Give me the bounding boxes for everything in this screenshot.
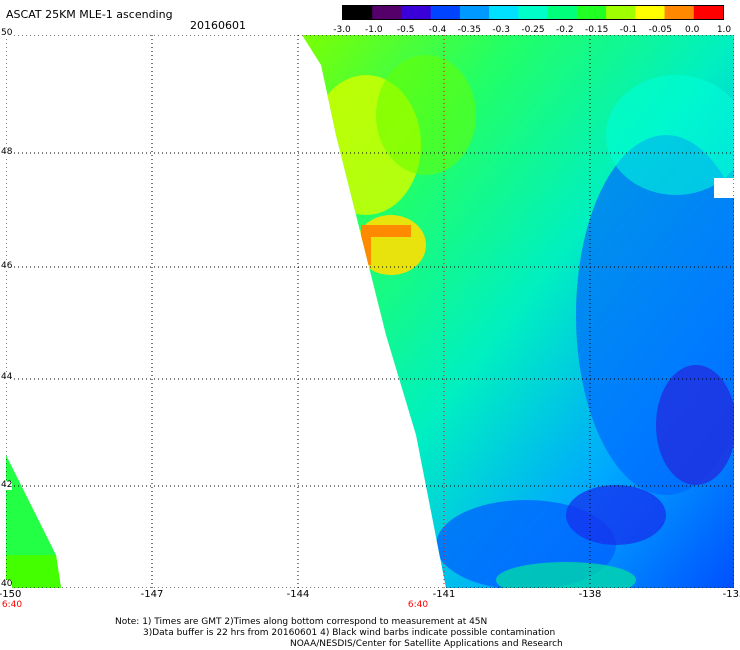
color-scale-swatch — [576, 6, 607, 19]
longitude-tick-label: -141 — [432, 589, 456, 600]
color-scale-label: -0.35 — [457, 25, 481, 35]
color-scale-swatch — [693, 6, 723, 19]
color-scale-label: -0.25 — [521, 25, 545, 35]
longitude-tick-label: -150 — [0, 589, 22, 600]
time-tick-label: 6:40 — [407, 600, 429, 610]
color-scale-label: -0.1 — [619, 25, 638, 35]
longitude-tick-label: -135 — [722, 589, 740, 600]
latitude-tick-label: 48 — [1, 147, 13, 157]
latitude-tick-label: 44 — [1, 372, 13, 382]
color-scale-swatch — [401, 6, 432, 19]
color-scale-swatch — [430, 6, 461, 19]
color-scale-swatch — [547, 6, 578, 19]
data-swath-east — [302, 35, 734, 588]
longitude-tick-label: -144 — [286, 589, 310, 600]
color-scale-swatch — [518, 6, 549, 19]
latitude-tick-label: 40 — [1, 579, 13, 589]
color-scale-bar — [342, 5, 724, 20]
color-scale-label: -0.15 — [585, 25, 609, 35]
color-scale-label: -0.05 — [648, 25, 672, 35]
latitude-tick-label: 42 — [1, 480, 13, 490]
time-tick-label: 6:40 — [1, 600, 23, 610]
product-title: ASCAT 25KM MLE-1 ascending — [6, 8, 173, 21]
color-scale-label: 0.0 — [684, 25, 700, 35]
color-scale-label: -0.2 — [556, 25, 574, 35]
note-line-3: NOAA/NESDIS/Center for Satellite Applica… — [290, 639, 563, 649]
note-line-2: 3)Data buffer is 22 hrs from 20160601 4)… — [143, 628, 556, 638]
product-date: 20160601 — [190, 19, 246, 32]
color-scale-label: -1.0 — [365, 25, 383, 35]
color-scale-swatch — [664, 6, 695, 19]
color-scale-label: -0.3 — [492, 25, 510, 35]
color-scale-label: -0.4 — [428, 25, 447, 35]
color-scale-swatch — [606, 6, 636, 19]
longitude-tick-label: -147 — [140, 589, 164, 600]
color-scale-swatch — [343, 6, 373, 19]
longitude-tick-label: -138 — [578, 589, 602, 600]
latitude-tick-label: 50 — [1, 28, 13, 38]
lat-lon-grid — [6, 35, 734, 588]
color-scale-label: 1.0 — [716, 25, 732, 35]
data-swath-west — [6, 455, 61, 588]
color-scale-swatch — [489, 6, 519, 19]
color-scale-label: -3.0 — [333, 25, 351, 35]
color-scale-swatch — [372, 6, 402, 19]
color-scale-label: -0.5 — [396, 25, 415, 35]
color-scale-swatch — [459, 6, 490, 19]
latitude-tick-label: 46 — [1, 261, 13, 271]
color-scale-swatch — [635, 6, 666, 19]
missing-data-gap — [714, 178, 734, 198]
note-line-1: Note: 1) Times are GMT 2)Times along bot… — [115, 617, 488, 627]
wind-map-plot — [6, 35, 734, 588]
